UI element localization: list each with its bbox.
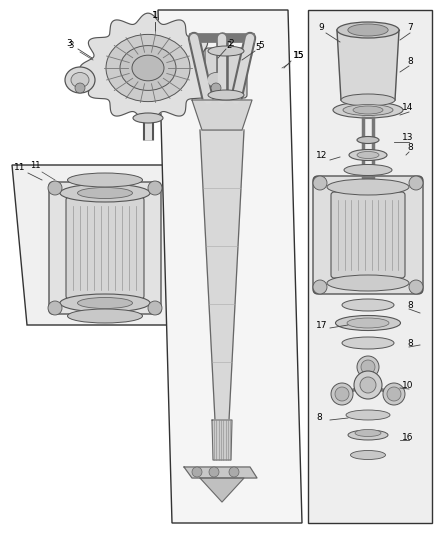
Ellipse shape xyxy=(132,55,164,81)
Circle shape xyxy=(383,383,405,405)
Ellipse shape xyxy=(348,24,388,36)
Ellipse shape xyxy=(355,430,381,437)
Ellipse shape xyxy=(65,67,95,93)
Circle shape xyxy=(209,467,219,477)
Text: 3: 3 xyxy=(68,41,74,50)
Ellipse shape xyxy=(208,90,244,100)
Ellipse shape xyxy=(349,149,387,160)
Text: 11: 11 xyxy=(30,161,40,170)
Polygon shape xyxy=(192,100,252,130)
Text: 17: 17 xyxy=(316,320,328,329)
Ellipse shape xyxy=(341,94,395,106)
Ellipse shape xyxy=(348,430,388,440)
Circle shape xyxy=(354,371,382,399)
Polygon shape xyxy=(212,420,232,460)
Ellipse shape xyxy=(120,46,176,91)
Text: 8: 8 xyxy=(316,414,322,423)
Circle shape xyxy=(360,377,376,393)
Polygon shape xyxy=(308,10,432,523)
Text: 1: 1 xyxy=(152,12,158,20)
Circle shape xyxy=(148,301,162,315)
Text: 15: 15 xyxy=(293,51,304,60)
FancyBboxPatch shape xyxy=(49,182,161,314)
Circle shape xyxy=(48,301,62,315)
Ellipse shape xyxy=(357,136,379,143)
Text: 8: 8 xyxy=(407,143,413,152)
Circle shape xyxy=(313,176,327,190)
Text: 8: 8 xyxy=(407,301,413,310)
Polygon shape xyxy=(12,165,215,325)
FancyBboxPatch shape xyxy=(66,197,144,299)
Text: 8: 8 xyxy=(407,338,413,348)
Text: 1: 1 xyxy=(152,11,158,20)
Circle shape xyxy=(331,383,353,405)
Ellipse shape xyxy=(78,188,133,198)
Ellipse shape xyxy=(336,316,400,330)
Text: 9: 9 xyxy=(318,23,324,33)
Circle shape xyxy=(409,280,423,294)
Circle shape xyxy=(409,176,423,190)
Ellipse shape xyxy=(67,309,142,323)
Text: 15: 15 xyxy=(293,52,304,61)
Ellipse shape xyxy=(60,294,150,312)
Ellipse shape xyxy=(78,297,133,309)
FancyBboxPatch shape xyxy=(205,48,247,98)
Circle shape xyxy=(211,83,221,93)
Ellipse shape xyxy=(208,46,244,56)
Text: 3: 3 xyxy=(66,39,72,49)
Ellipse shape xyxy=(201,67,231,93)
Ellipse shape xyxy=(344,165,392,175)
Text: 2: 2 xyxy=(226,41,231,50)
Ellipse shape xyxy=(343,104,393,116)
Text: 7: 7 xyxy=(407,23,413,33)
Circle shape xyxy=(148,181,162,195)
Text: 12: 12 xyxy=(316,151,327,160)
Circle shape xyxy=(48,181,62,195)
Text: 11: 11 xyxy=(14,164,25,173)
Circle shape xyxy=(357,356,379,378)
Circle shape xyxy=(361,360,375,374)
FancyBboxPatch shape xyxy=(313,176,423,294)
Text: 10: 10 xyxy=(402,381,413,390)
Ellipse shape xyxy=(333,102,403,118)
Ellipse shape xyxy=(337,22,399,38)
Polygon shape xyxy=(158,10,302,523)
Circle shape xyxy=(335,387,349,401)
Text: 16: 16 xyxy=(402,433,413,442)
Polygon shape xyxy=(337,30,399,100)
Text: 8: 8 xyxy=(407,58,413,67)
Text: 13: 13 xyxy=(402,133,413,142)
Ellipse shape xyxy=(71,72,89,87)
Circle shape xyxy=(75,83,85,93)
Ellipse shape xyxy=(327,275,409,291)
Ellipse shape xyxy=(327,179,409,195)
Ellipse shape xyxy=(353,106,383,114)
Ellipse shape xyxy=(342,337,394,349)
Text: 5: 5 xyxy=(255,43,260,52)
Ellipse shape xyxy=(350,450,385,459)
Ellipse shape xyxy=(347,318,389,328)
Ellipse shape xyxy=(346,410,390,420)
Circle shape xyxy=(192,467,202,477)
Polygon shape xyxy=(184,467,257,478)
Ellipse shape xyxy=(133,113,163,123)
Ellipse shape xyxy=(357,151,379,158)
Circle shape xyxy=(387,387,401,401)
Polygon shape xyxy=(80,13,216,123)
Ellipse shape xyxy=(67,173,142,187)
Ellipse shape xyxy=(342,299,394,311)
Circle shape xyxy=(229,467,239,477)
Text: 14: 14 xyxy=(402,103,413,112)
Circle shape xyxy=(313,280,327,294)
FancyBboxPatch shape xyxy=(331,192,405,278)
Text: 2: 2 xyxy=(228,39,233,49)
Polygon shape xyxy=(200,478,244,502)
Text: 5: 5 xyxy=(258,42,264,51)
Ellipse shape xyxy=(60,184,150,202)
Ellipse shape xyxy=(207,72,225,87)
Ellipse shape xyxy=(106,35,190,102)
Polygon shape xyxy=(200,130,244,420)
